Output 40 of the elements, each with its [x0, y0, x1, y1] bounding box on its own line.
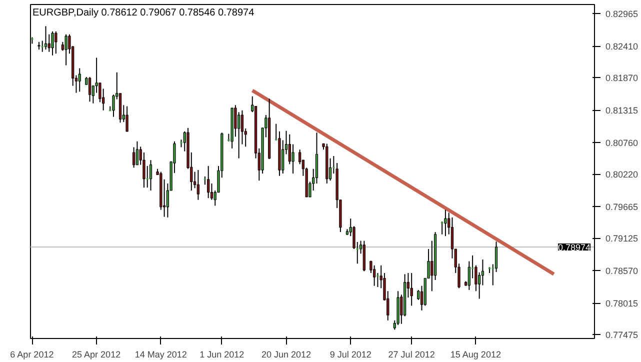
y-tick-label: 0.81315 [606, 106, 638, 116]
candlestick [410, 272, 413, 306]
candlestick [132, 146, 136, 168]
candlestick [298, 149, 302, 165]
y-tick-label: 0.80220 [606, 170, 638, 180]
x-tick-label: 14 May 2012 [134, 350, 187, 360]
y-tick-label: 0.82410 [606, 42, 638, 52]
y-tick-label: 0.79125 [606, 234, 638, 244]
ref-line-label: 0.78974 [558, 242, 591, 253]
x-tick-label: 25 Apr 2012 [72, 350, 121, 360]
candlestick [207, 165, 210, 199]
candlestick [373, 264, 376, 286]
x-tick-label: 20 Jun 2012 [261, 350, 312, 360]
candlestick [444, 209, 447, 237]
candlestick [51, 30, 54, 56]
candlestick [88, 76, 92, 102]
candlestick [136, 140, 139, 166]
x-tick-label: 9 Jul 2012 [330, 350, 372, 360]
candlestick [149, 160, 152, 192]
candlestick [292, 144, 294, 174]
y-tick-label: 0.82965 [606, 9, 638, 20]
candlestick [78, 68, 81, 92]
y-tick-label: 0.77475 [606, 330, 638, 340]
x-tick-label: 15 Aug 2012 [450, 350, 501, 360]
candlestick [196, 170, 200, 200]
x-tick-label: 27 Jul 2012 [388, 350, 435, 360]
y-tick-label: 0.78570 [606, 266, 638, 276]
y-tick-label: 0.80760 [606, 138, 638, 148]
candlestick [126, 106, 128, 132]
candlestick [48, 34, 50, 52]
candlestick [238, 112, 240, 159]
candlestick [64, 34, 68, 66]
candlestick [44, 26, 48, 50]
y-tick-label: 0.78015 [606, 298, 638, 309]
x-tick-label: 1 Jun 2012 [200, 350, 244, 360]
y-tick-label: 0.81870 [606, 73, 638, 84]
candlestick [54, 30, 58, 54]
x-tick-label: 6 Apr 2012 [10, 350, 54, 360]
chart-title: EURGBP,Daily 0.78612 0.79067 0.78546 0.78974 [32, 8, 255, 18]
y-tick-label: 0.79665 [606, 202, 638, 212]
